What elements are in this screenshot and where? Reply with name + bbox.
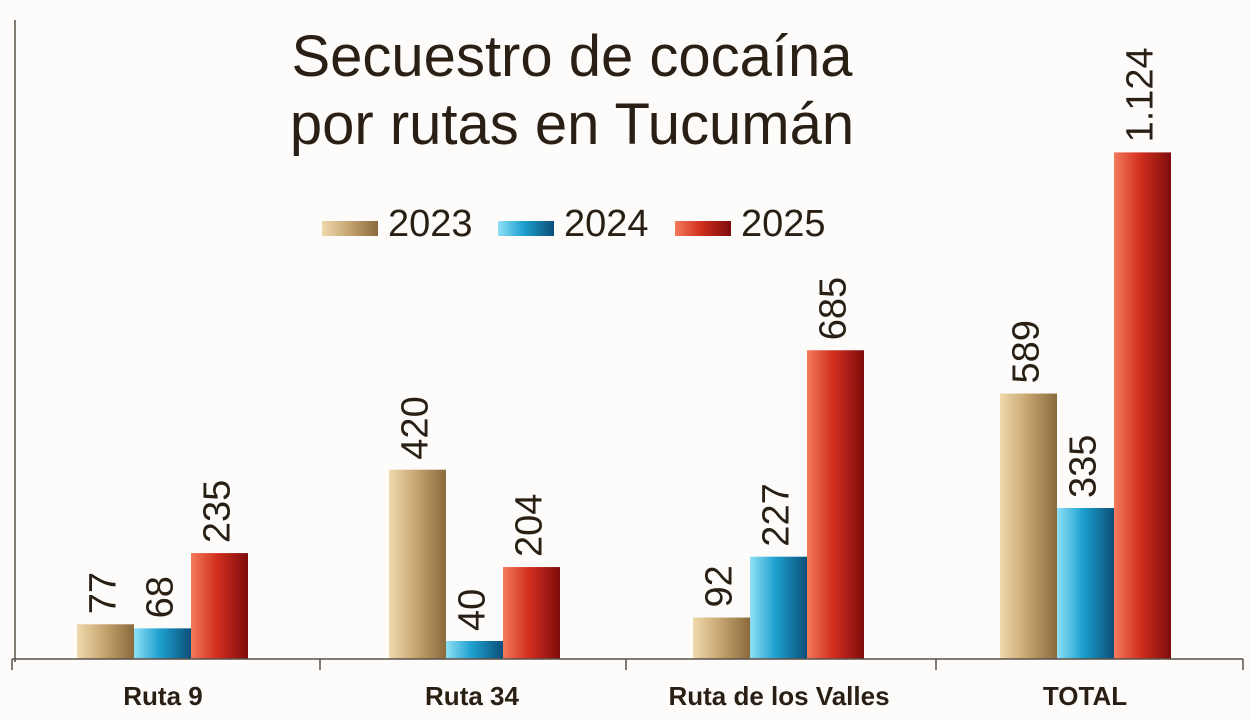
legend-label-2025: 2025 [741,203,826,245]
legend-item-2025: 2025 [675,203,826,245]
bar-total-2025 [1114,152,1171,659]
bar-ruta-34-2024 [446,640,503,659]
bar-ruta-9-2025 [191,553,248,659]
bar-ruta-9-2024 [134,628,191,659]
legend-swatch-2023 [322,221,378,236]
legend-item-2023: 2023 [322,203,473,245]
category-label-ruta-34: Ruta 34 [425,681,519,711]
category-label-total: TOTAL [1043,681,1127,711]
value-label-ruta-34-2024: 40 [452,589,494,631]
value-label-ruta-de-los-valles-2023: 92 [699,565,741,607]
legend-label-2024: 2024 [564,203,649,245]
legend-label-2023: 2023 [388,203,473,245]
value-label-total-2024: 335 [1063,435,1105,498]
value-label-ruta-9-2025: 235 [197,480,239,543]
x-axis: Ruta 9 Ruta 34 Ruta de los Valles TOTAL [11,20,1244,711]
bar-ruta-34-2023 [389,469,446,659]
value-label-ruta-9-2023: 77 [83,572,125,614]
bar-ruta-de-los-valles-2023 [693,617,750,659]
bars [77,152,1171,659]
value-label-total-2025: 1.124 [1120,47,1162,142]
value-label-ruta-34-2023: 420 [395,396,437,459]
data-labels: 77 68 235 420 40 204 92 227 685 589 335 1.124 [83,47,1162,631]
legend-swatch-2025 [675,221,731,236]
legend-swatch-2024 [498,221,554,236]
category-label-ruta-de-los-valles: Ruta de los Valles [668,681,889,711]
legend-item-2024: 2024 [498,203,649,245]
bar-ruta-9-2023 [77,624,134,659]
bar-ruta-de-los-valles-2025 [807,350,864,659]
bar-total-2024 [1057,508,1114,659]
value-label-ruta-de-los-valles-2024: 227 [756,483,798,546]
category-label-ruta-9: Ruta 9 [123,681,202,711]
value-label-total-2023: 589 [1006,320,1048,383]
value-label-ruta-de-los-valles-2025: 685 [813,277,855,340]
title-line-2: por rutas en Tucumán [290,92,854,157]
bar-ruta-34-2025 [503,567,560,659]
bar-ruta-de-los-valles-2024 [750,556,807,659]
bar-total-2023 [1000,393,1057,659]
legend: 2023 2024 2025 [322,203,826,245]
title-line-1: Secuestro de cocaína [291,24,853,89]
value-label-ruta-9-2024: 68 [140,576,182,618]
value-label-ruta-34-2025: 204 [509,494,551,557]
